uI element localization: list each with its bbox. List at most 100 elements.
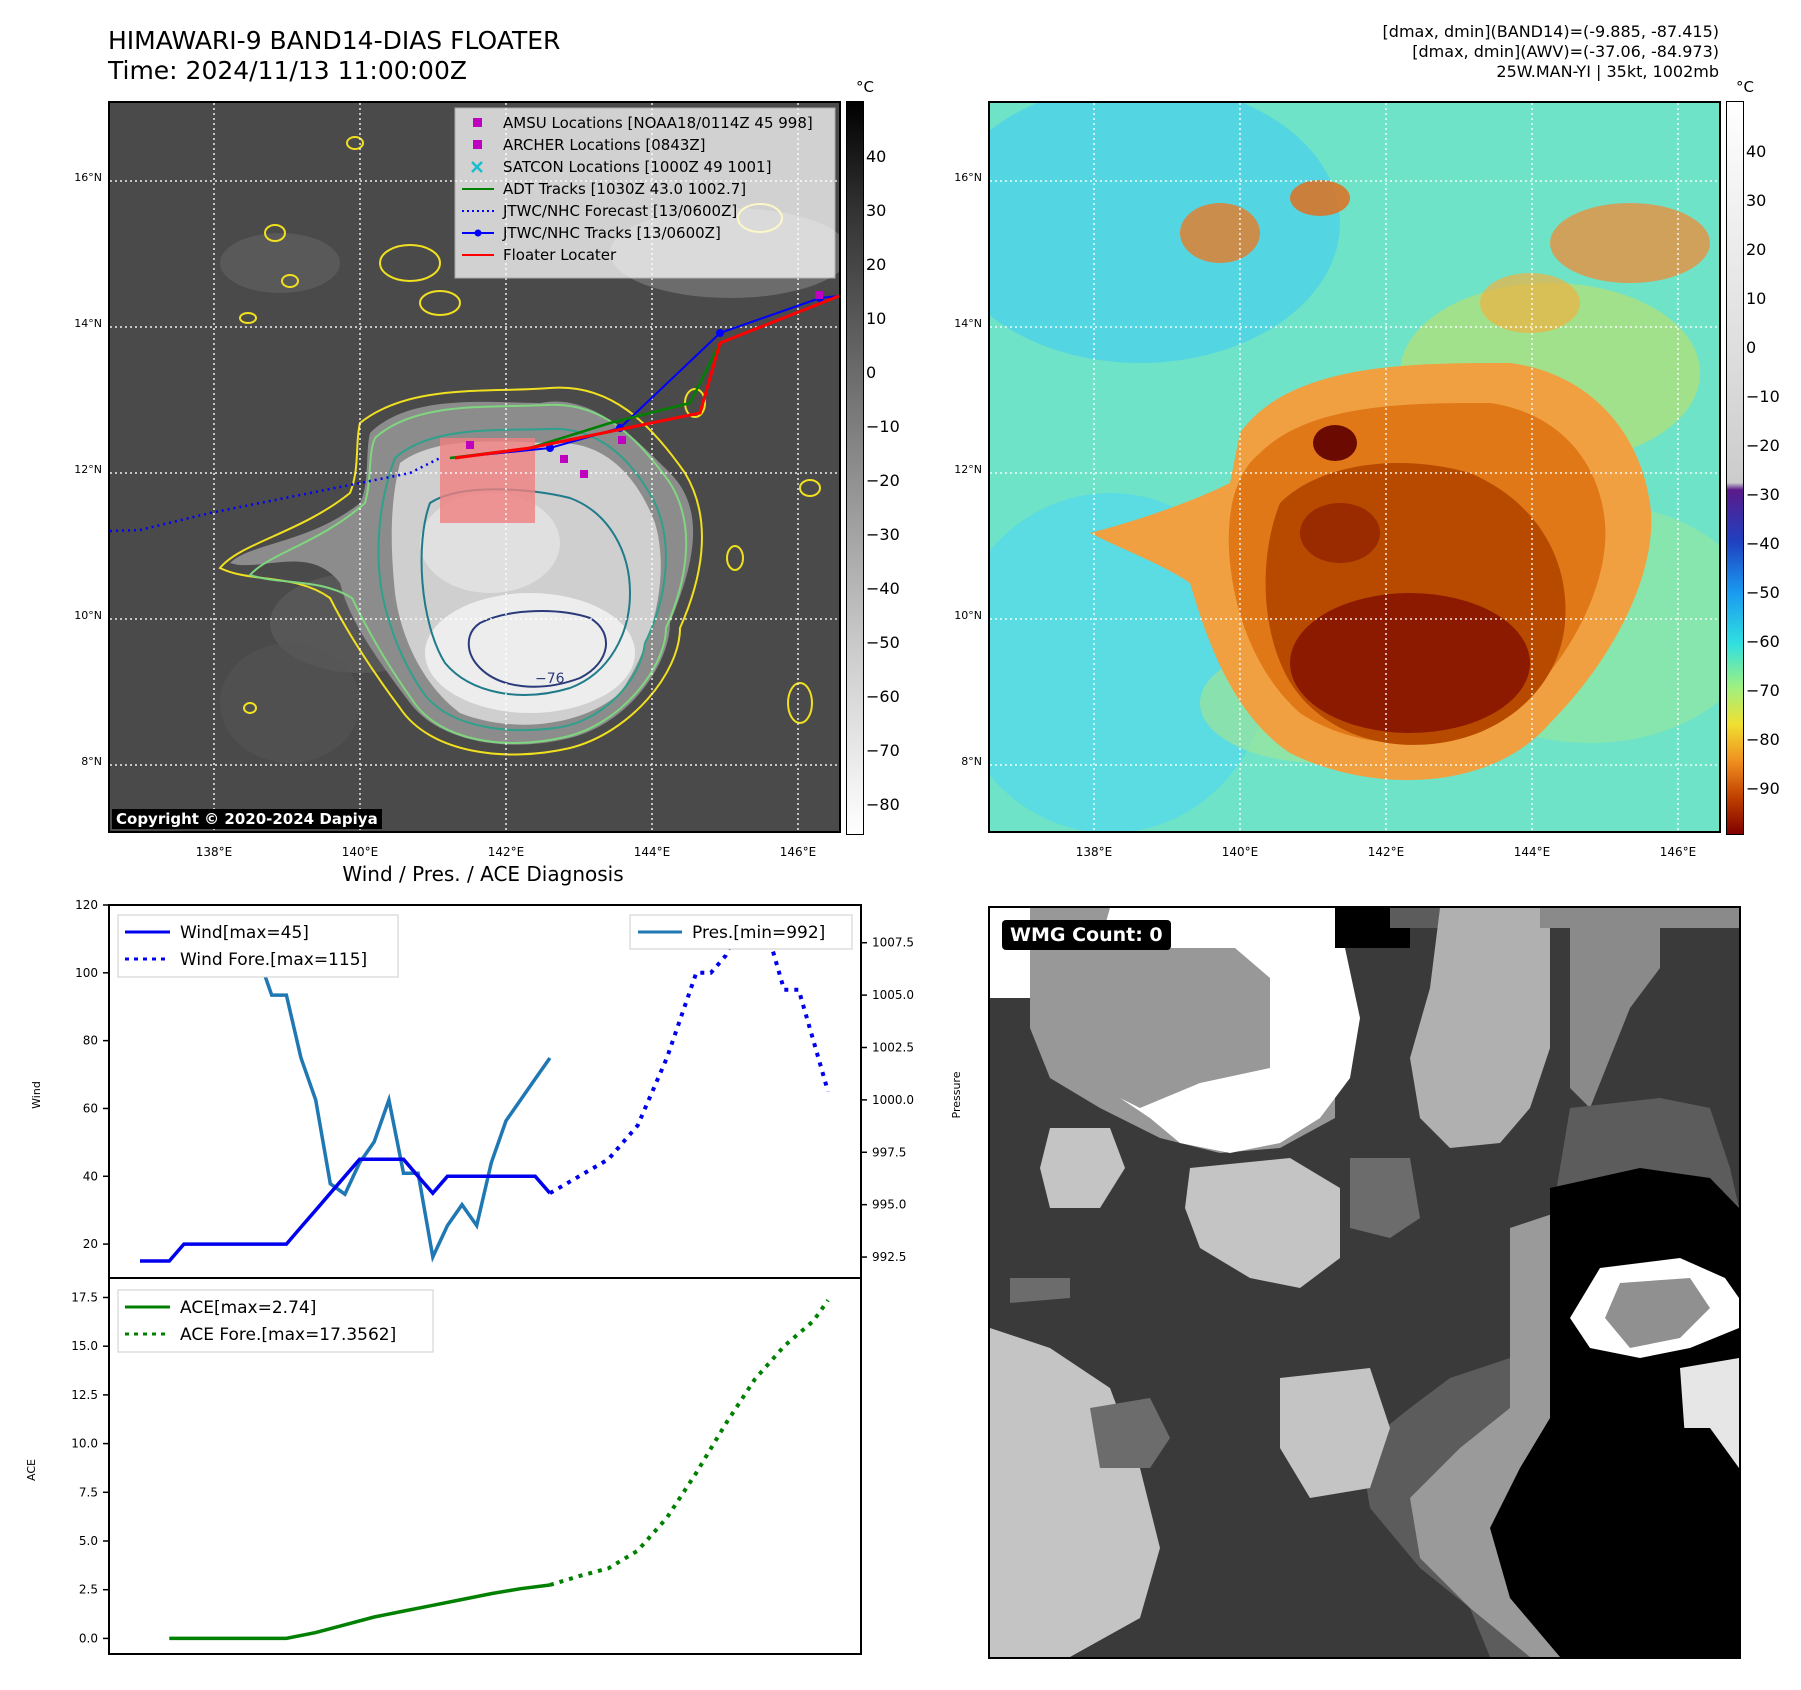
color-colorbar-tick: −70: [1746, 681, 1780, 700]
map-lat-label: 10°N: [954, 609, 982, 622]
color-colorbar-tick: −80: [1746, 730, 1780, 749]
map-lon-label: 138°E: [195, 845, 233, 859]
wind-axis-label: Wind: [30, 1081, 43, 1109]
map-legend-label: Floater Locater: [503, 246, 617, 264]
awv-map-panel: [988, 101, 1721, 833]
gray-colorbar-tick: 10: [866, 309, 887, 328]
wind-line: [140, 1157, 552, 1263]
ace-axis-label: ACE: [25, 1459, 38, 1481]
color-colorbar-tick: −40: [1746, 534, 1780, 553]
forecast-track: [110, 456, 441, 533]
pres-tick-label: 1000.0: [872, 1093, 914, 1107]
map-legend-entry: ARCHER Locations [0843Z]: [473, 136, 706, 154]
map-lat-label: 10°N: [74, 609, 102, 622]
gray-colorbar-tick: −80: [866, 795, 900, 814]
map-legend-entry: AMSU Locations [NOAA18/0114Z 45 998]: [473, 114, 813, 132]
color-colorbar-tick: −10: [1746, 387, 1780, 406]
map-lat-label: 16°N: [954, 171, 982, 184]
ace-tick-label: 12.5: [71, 1388, 98, 1402]
color-colorbar-tick: −90: [1746, 779, 1780, 798]
wind-forecast-line: [548, 920, 830, 1195]
legend-ace-fore: ACE Fore.[max=17.3562]: [180, 1325, 396, 1345]
map-legend-label: ARCHER Locations [0843Z]: [503, 136, 706, 154]
gray-colorbar-tick: −40: [866, 579, 900, 598]
gray-colorbar-tick: −10: [866, 417, 900, 436]
pres-legend: Pres.[min=992]: [629, 914, 853, 950]
color-colorbar: [1726, 101, 1744, 835]
color-colorbar-tick: −60: [1746, 632, 1780, 651]
pres-tick-label: 1002.5: [872, 1040, 914, 1054]
map-legend-label: AMSU Locations [NOAA18/0114Z 45 998]: [503, 114, 813, 132]
gray-colorbar-tick: −30: [866, 525, 900, 544]
copyright-badge: Copyright © 2020-2024 Dapiya: [112, 809, 382, 829]
legend-wind: Wind[max=45]: [180, 923, 309, 943]
gray-colorbar-tick: −20: [866, 471, 900, 490]
map-legend-entry: JTWC/NHC Forecast [13/0600Z]: [462, 202, 737, 220]
ir-map-panel: −76: [108, 101, 841, 833]
map-lon-label: 142°E: [487, 845, 525, 859]
map-legend-label: ADT Tracks [1030Z 43.0 1002.7]: [503, 180, 746, 198]
floater-track: [454, 294, 839, 460]
color-colorbar-unit: °C: [1736, 78, 1754, 96]
map-lon-label: 140°E: [341, 845, 379, 859]
wind-tick-label: 40: [83, 1169, 98, 1183]
gray-colorbar-tick: −60: [866, 687, 900, 706]
ir-map-svg: −76: [110, 103, 839, 831]
color-colorbar-tick: 20: [1746, 240, 1767, 259]
map-legend-entry: Floater Locater: [462, 246, 617, 264]
color-colorbar-tick: 40: [1746, 142, 1767, 161]
wind-tick-label: 20: [83, 1237, 98, 1251]
pres-tick-label: 997.5: [872, 1145, 906, 1159]
color-colorbar-tick: −30: [1746, 485, 1780, 504]
map-lon-label: 144°E: [633, 845, 671, 859]
color-colorbar-tick: 0: [1746, 338, 1757, 357]
ace-forecast-line: [549, 1299, 830, 1587]
awv-map-grid: [990, 103, 1719, 831]
gray-colorbar: [846, 101, 864, 835]
ace-line: [169, 1583, 551, 1641]
pres-tick-label: 1005.0: [872, 988, 914, 1002]
ace-tick-label: 2.5: [79, 1583, 98, 1597]
wind-legend: Wind[max=45] Wind Fore.[max=115]: [117, 914, 399, 978]
legend-ace: ACE[max=2.74]: [180, 1298, 316, 1318]
info-awv: [dmax, dmin](AWV)=(-37.06, -84.973): [1412, 42, 1719, 61]
ace-tick-label: 15.0: [71, 1339, 98, 1353]
map-legend-label: JTWC/NHC Forecast [13/0600Z]: [502, 202, 737, 220]
pres-tick-label: 992.5: [872, 1250, 906, 1264]
pres-line: [167, 931, 552, 1263]
chart-title: HIMAWARI-9 BAND14-DIAS FLOATER: [108, 26, 561, 55]
map-lat-label: 12°N: [954, 463, 982, 476]
legend-pres: Pres.[min=992]: [692, 923, 825, 943]
wind-tick-label: 80: [83, 1034, 98, 1048]
gray-colorbar-tick: 30: [866, 201, 887, 220]
wind-tick-label: 120: [75, 898, 98, 912]
gray-colorbar-tick: 20: [866, 255, 887, 274]
map-legend-label: JTWC/NHC Tracks [13/0600Z]: [502, 224, 721, 242]
gray-colorbar-tick: 0: [866, 363, 877, 382]
contour-label: −76: [535, 671, 565, 687]
map-legend-entry: SATCON Locations [1000Z 49 1001]: [471, 158, 771, 176]
ace-tick-label: 0.0: [79, 1631, 98, 1645]
gray-colorbar-tick: −70: [866, 741, 900, 760]
info-storm: 25W.MAN-YI | 35kt, 1002mb: [1496, 62, 1719, 81]
gray-colorbar-unit: °C: [856, 78, 874, 96]
map-legend-entry: ADT Tracks [1030Z 43.0 1002.7]: [462, 180, 746, 198]
info-band14: [dmax, dmin](BAND14)=(-9.885, -87.415): [1382, 22, 1719, 41]
map-lon-label: 144°E: [1513, 845, 1551, 859]
map-legend: [454, 107, 836, 279]
wmg-panel: WMG Count: 0: [988, 906, 1741, 1659]
map-legend-label: SATCON Locations [1000Z 49 1001]: [503, 158, 771, 176]
gray-colorbar-tick: 40: [866, 147, 887, 166]
map-lon-label: 146°E: [779, 845, 817, 859]
map-lat-label: 12°N: [74, 463, 102, 476]
legend-wind-fore: Wind Fore.[max=115]: [180, 950, 367, 970]
wmg-count-badge: WMG Count: 0: [1002, 920, 1171, 950]
map-lat-label: 14°N: [954, 317, 982, 330]
gray-colorbar-tick: −50: [866, 633, 900, 652]
cold-cloud-core: [1313, 425, 1357, 461]
map-legend-entry: JTWC/NHC Tracks [13/0600Z]: [462, 224, 721, 242]
color-colorbar-tick: 30: [1746, 191, 1767, 210]
map-lon-label: 138°E: [1075, 845, 1113, 859]
map-lon-label: 142°E: [1367, 845, 1405, 859]
ace-tick-label: 7.5: [79, 1485, 98, 1499]
